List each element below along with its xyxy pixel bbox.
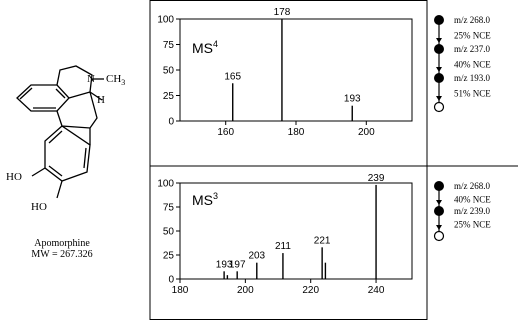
peak-label: 203 bbox=[248, 251, 265, 262]
arrow-head bbox=[436, 96, 442, 101]
arrow-head bbox=[436, 200, 442, 205]
precursor-ion-marker bbox=[434, 206, 444, 216]
peak-label: 193 bbox=[344, 94, 361, 105]
peak-label: 211 bbox=[275, 241, 291, 252]
collision-energy-label: 51% NCE bbox=[454, 89, 491, 99]
y-tick-label: 50 bbox=[163, 66, 175, 77]
peak-label: 197 bbox=[229, 259, 246, 270]
x-tick-label: 160 bbox=[217, 127, 234, 138]
collision-energy-label: 25% NCE bbox=[454, 220, 491, 230]
x-tick-label: 200 bbox=[358, 127, 375, 138]
peak-label: 221 bbox=[314, 235, 331, 246]
x-tick-label: 180 bbox=[288, 127, 305, 138]
precursor-mz-label: m/z 193.0 bbox=[454, 73, 490, 83]
ring-b bbox=[56, 65, 93, 99]
y-tick-label: 100 bbox=[157, 15, 174, 26]
precursor-ion-marker bbox=[434, 15, 444, 25]
precursor-mz-label: m/z 268.0 bbox=[454, 15, 490, 25]
peak-label: 165 bbox=[224, 71, 241, 82]
x-tick-label: 200 bbox=[237, 285, 254, 296]
y-tick-label: 75 bbox=[163, 203, 175, 214]
product-ion-marker bbox=[433, 230, 445, 242]
y-tick-label: 0 bbox=[168, 275, 174, 286]
peak-label: 178 bbox=[274, 7, 291, 18]
ms4-spectrum: 0 25 50 75 100 160 180 200 MS4 165 178 193 bbox=[157, 7, 413, 138]
y-tick-label: 100 bbox=[157, 179, 174, 190]
ring-a bbox=[16, 84, 70, 112]
collision-energy-label: 40% NCE bbox=[454, 195, 491, 205]
collision-energy-label: 40% NCE bbox=[454, 60, 491, 70]
apomorphine-structure: N CH3 H HO HO Apomorphine MW = 267.326 bbox=[6, 65, 125, 260]
x-tick-label: 240 bbox=[368, 285, 385, 296]
arrow-head bbox=[436, 67, 442, 72]
ring-c bbox=[56, 91, 98, 129]
y-tick-label: 25 bbox=[163, 251, 175, 262]
precursor-mz-label: m/z 268.0 bbox=[454, 181, 490, 191]
hydroxyl-bottom-label: HO bbox=[31, 201, 47, 213]
hydroxyl-top-label: HO bbox=[6, 171, 22, 183]
precursor-mz-label: m/z 237.0 bbox=[454, 44, 490, 54]
plot-area bbox=[179, 18, 413, 122]
precursor-ion-marker bbox=[434, 44, 444, 54]
spectrum-title: MS3 bbox=[192, 191, 218, 208]
nitrogen-label: N bbox=[87, 73, 95, 85]
arrow-head bbox=[436, 225, 442, 230]
ring-d bbox=[44, 125, 91, 182]
x-tick-label: 180 bbox=[172, 285, 189, 296]
peak-label: 239 bbox=[368, 173, 385, 184]
y-tick-label: 75 bbox=[163, 40, 175, 51]
y-tick-label: 50 bbox=[163, 227, 175, 238]
precursor-ion-marker bbox=[434, 181, 444, 191]
hydrogen-label: H bbox=[97, 94, 105, 106]
precursor-mz-label: m/z 239.0 bbox=[454, 206, 490, 216]
collision-energy-label: 25% NCE bbox=[454, 31, 491, 41]
ms4-pathway: m/z 268.0 25% NCE m/z 237.0 40% NCE m/z 193.… bbox=[433, 15, 491, 113]
spectrum-title: MS4 bbox=[192, 39, 218, 56]
peak-label: 193 bbox=[216, 259, 233, 270]
x-tick-label: 220 bbox=[302, 285, 319, 296]
y-tick-label: 0 bbox=[168, 117, 174, 128]
compound-name: Apomorphine bbox=[34, 238, 90, 249]
precursor-ion-marker bbox=[434, 73, 444, 83]
y-tick-label: 25 bbox=[163, 91, 175, 102]
methyl-label: CH3 bbox=[106, 73, 125, 87]
arrow-head bbox=[436, 38, 442, 43]
product-ion-marker bbox=[433, 101, 445, 113]
molecular-weight: MW = 267.326 bbox=[31, 249, 92, 260]
